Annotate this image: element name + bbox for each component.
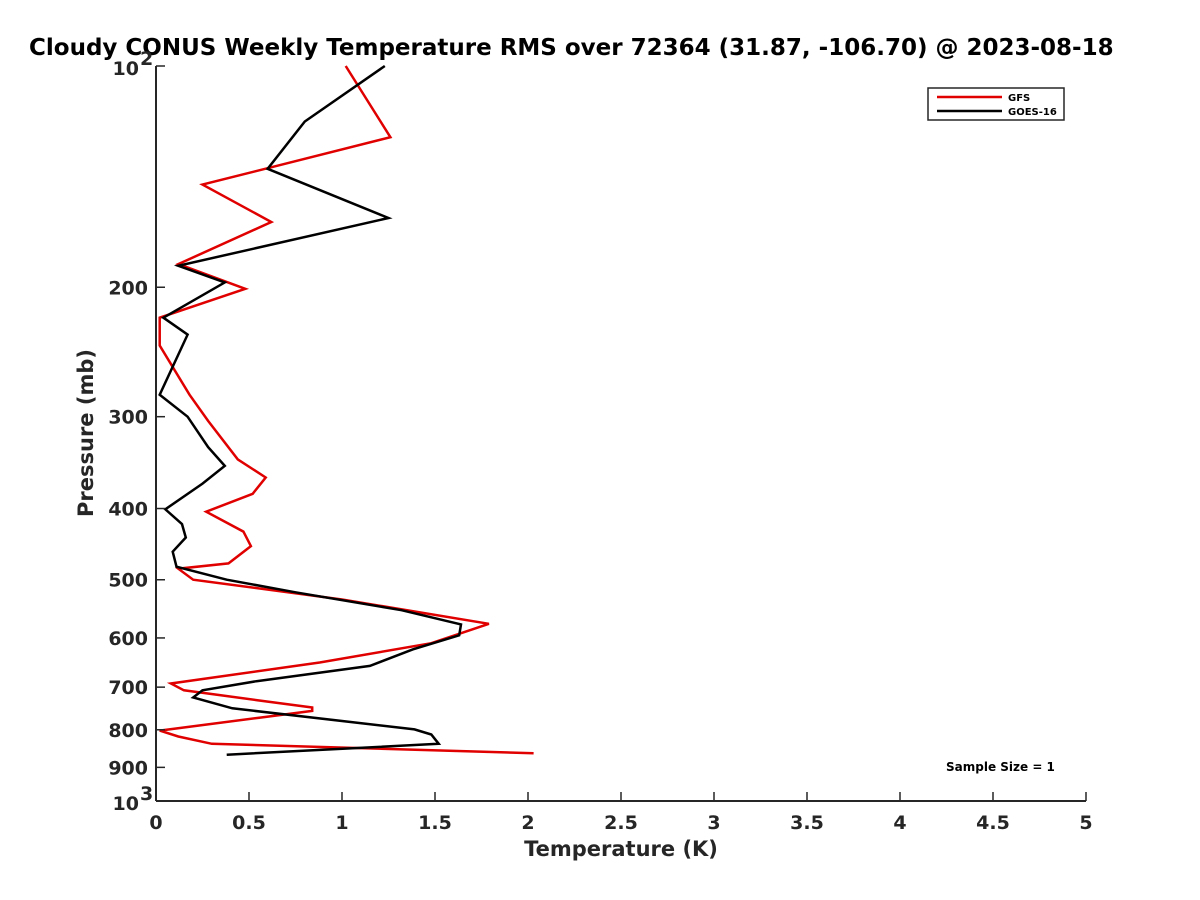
x-tick-label: 3.5: [790, 812, 824, 834]
plot-lines: [158, 64, 534, 756]
chart-title: Cloudy CONUS Weekly Temperature RMS over…: [29, 35, 1114, 61]
x-tick-label: 1.5: [418, 812, 452, 834]
y-tick-label: 600: [108, 628, 148, 650]
series-line-gfs: [158, 65, 534, 755]
x-tick-label: 2.5: [604, 812, 638, 834]
legend-box: [927, 87, 1065, 121]
legend: GFS GOES-16: [927, 87, 1065, 121]
y-tick-label: 400: [108, 499, 148, 521]
x-ticks: 0 0.5 1 1.5 2 2.5 3 3.5 4 4.5 5: [149, 792, 1093, 834]
legend-label-goes16: GOES-16: [1008, 107, 1057, 118]
y-tick-exponent: 2: [140, 48, 153, 70]
legend-label-gfs: GFS: [1008, 93, 1030, 104]
x-tick-label: 4.5: [976, 812, 1010, 834]
y-tick-exponent: 3: [140, 783, 153, 805]
sample-size-annotation: Sample Size = 1: [946, 760, 1055, 774]
x-tick-label: 0.5: [232, 812, 266, 834]
x-tick-label: 0: [149, 812, 162, 834]
y-tick-label: 800: [108, 720, 148, 742]
x-tick-label: 2: [521, 812, 534, 834]
y-tick-label: 900: [108, 757, 148, 779]
series-line-goes16: [158, 64, 463, 756]
y-tick-label: 200: [108, 277, 148, 299]
y-tick-label: 700: [108, 677, 148, 699]
y-tick-label: 500: [108, 570, 148, 592]
y-tick-label: 300: [108, 407, 148, 429]
x-tick-label: 5: [1079, 812, 1092, 834]
y-axis-label: Pressure (mb): [74, 349, 98, 517]
x-tick-label: 1: [335, 812, 348, 834]
x-tick-label: 3: [707, 812, 720, 834]
axes: [155, 66, 1086, 802]
y-tick-label: 10: [113, 58, 139, 80]
x-axis-label: Temperature (K): [524, 837, 718, 861]
y-tick-label: 10: [113, 793, 139, 815]
x-tick-label: 4: [893, 812, 906, 834]
